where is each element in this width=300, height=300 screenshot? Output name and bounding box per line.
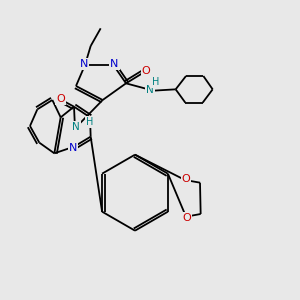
Text: N: N (72, 122, 80, 132)
Text: O: O (182, 174, 190, 184)
Text: O: O (183, 213, 191, 223)
Text: N: N (80, 59, 88, 69)
Text: N: N (146, 85, 154, 95)
Text: O: O (56, 94, 65, 104)
Text: H: H (86, 117, 94, 127)
Text: N: N (69, 143, 77, 153)
Text: H: H (152, 77, 160, 87)
Text: N: N (110, 59, 118, 69)
Text: O: O (142, 66, 150, 76)
